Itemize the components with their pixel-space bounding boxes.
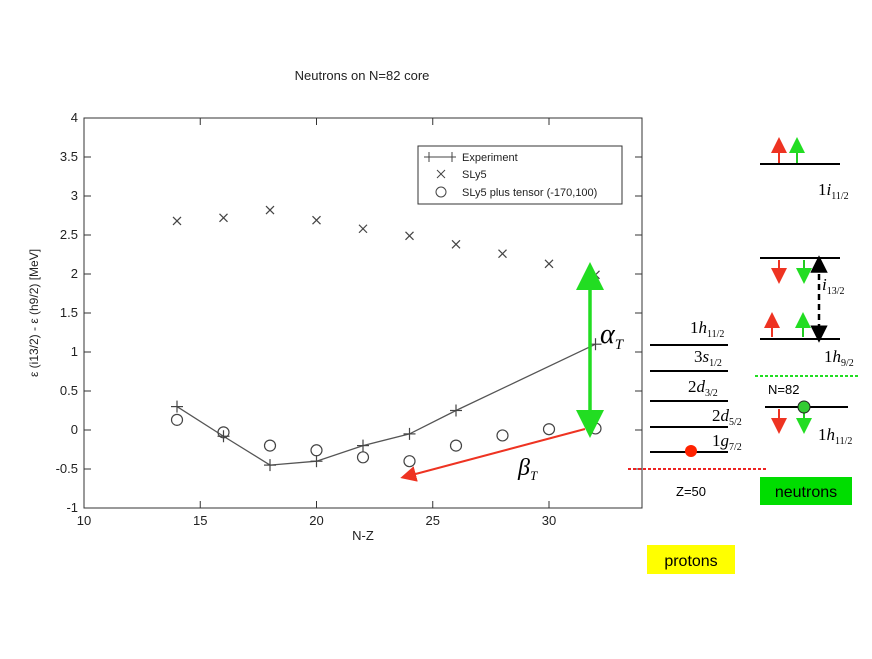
series-layer: [170, 205, 602, 472]
y-tick-label: 4: [71, 110, 78, 125]
tensor-point: [263, 439, 277, 452]
experiment-point: [171, 400, 183, 413]
tensor-point: [217, 426, 230, 439]
legend-label-tensor: SLy5 plus tensor (-170,100): [462, 187, 597, 199]
y-tick-label: 1.5: [60, 305, 78, 320]
neutron-level-label: 1h9/2: [824, 347, 854, 369]
experiment-point: [450, 404, 462, 417]
chart-title: Neutrons on N=82 core: [295, 68, 430, 83]
experiment-line: [176, 343, 596, 466]
proton-level-label: 1h11/2: [690, 318, 724, 340]
sly5-point: [591, 270, 600, 280]
y-tick-label: 2: [71, 266, 78, 281]
experiment-point: [357, 439, 369, 452]
cross-b: [358, 224, 368, 234]
tensor-point: [170, 413, 184, 426]
axis-ticks: 10 15 20 25 30 -1 -0.5 0 0.5 1 1.5 2 2.5 3 3.5 4: [56, 110, 642, 528]
legend-marker-tensor: [435, 186, 447, 198]
proton-level-label: 1g7/2: [712, 431, 742, 453]
x-tick-label: 15: [193, 513, 207, 528]
sly5-point: [219, 213, 228, 223]
neutron-level-label: 1h11/2: [818, 425, 852, 447]
tensor-point: [310, 444, 323, 457]
y-axis-label: ε (i13/2) - ε (h9/2) [MeV]: [27, 249, 41, 377]
cross-b: [312, 215, 321, 225]
neutron-level-label: i13/2: [822, 275, 845, 297]
x-tick-label: 30: [542, 513, 556, 528]
neutrons-box: [760, 477, 852, 505]
legend-marker-sly5: [436, 169, 446, 179]
sly5-point: [265, 205, 275, 215]
y-tick-label: 3.5: [60, 149, 78, 164]
sly5-point: [405, 231, 414, 241]
y-tick-label: -0.5: [56, 461, 78, 476]
x-tick-label: 25: [426, 513, 440, 528]
sly5-point: [312, 215, 321, 225]
neutrons-box-label: neutrons: [775, 484, 837, 501]
tensor-point: [542, 423, 556, 436]
beta-arrow: [400, 428, 586, 482]
neutron-levels: 1i11/2 i13/2 1h9/2 N=82 1h11/2: [755, 137, 860, 447]
z50-label: Z=50: [676, 484, 706, 499]
cross-b: [172, 216, 182, 226]
n82-label: N=82: [768, 382, 799, 397]
cross-b: [219, 213, 228, 223]
proton-dot: [685, 445, 697, 457]
cross-b: [451, 239, 461, 249]
cross-b: [405, 231, 414, 241]
y-tick-label: 3: [71, 188, 78, 203]
tensor-point: [403, 455, 416, 468]
sly5-point: [498, 249, 507, 259]
cross-b: [498, 249, 507, 259]
sly5-point: [451, 239, 461, 249]
y-tick-label: 2.5: [60, 227, 78, 242]
experiment-point: [403, 427, 416, 440]
y-tick-label: -1: [66, 500, 78, 515]
sly5-point: [172, 216, 182, 226]
tensor-point: [496, 429, 509, 442]
experiment-point: [310, 455, 323, 468]
legend-marker-experiment: [424, 152, 456, 162]
protons-box: [647, 545, 735, 574]
tensor-point: [356, 451, 370, 464]
legend-label-experiment: Experiment: [462, 152, 518, 164]
x-tick-label: 10: [77, 513, 91, 528]
legend-label-sly5: SLy5: [462, 169, 487, 181]
y-tick-label: 1: [71, 344, 78, 359]
beta-label: βT: [517, 455, 538, 483]
legend: Experiment SLy5 SLy5 plus tensor (-170,1…: [417, 145, 623, 205]
x-tick-label: 20: [309, 513, 323, 528]
protons-box-label: protons: [664, 553, 717, 570]
proton-level-label: 2d3/2: [688, 377, 718, 399]
tensor-point: [589, 422, 602, 435]
proton-level-label: 3s1/2: [694, 347, 722, 369]
tensor-point: [449, 439, 463, 452]
proton-level-label: 2d5/2: [712, 406, 742, 428]
experiment-point: [264, 459, 276, 472]
cross-b: [265, 205, 275, 215]
alpha-label: αT: [600, 319, 625, 353]
sly5-point: [544, 259, 554, 269]
proton-levels: 1h11/2 3s1/2 2d3/2 2d5/2 1g7/2 Z=50: [628, 318, 766, 499]
neutron-dot: [797, 400, 811, 414]
x-axis-label: N-Z: [352, 528, 374, 543]
cross-b: [544, 259, 554, 269]
y-tick-label: 0.5: [60, 383, 78, 398]
sly5-point: [358, 224, 368, 234]
neutron-level-label: 1i11/2: [818, 180, 849, 202]
y-tick-label: 0: [71, 422, 78, 437]
